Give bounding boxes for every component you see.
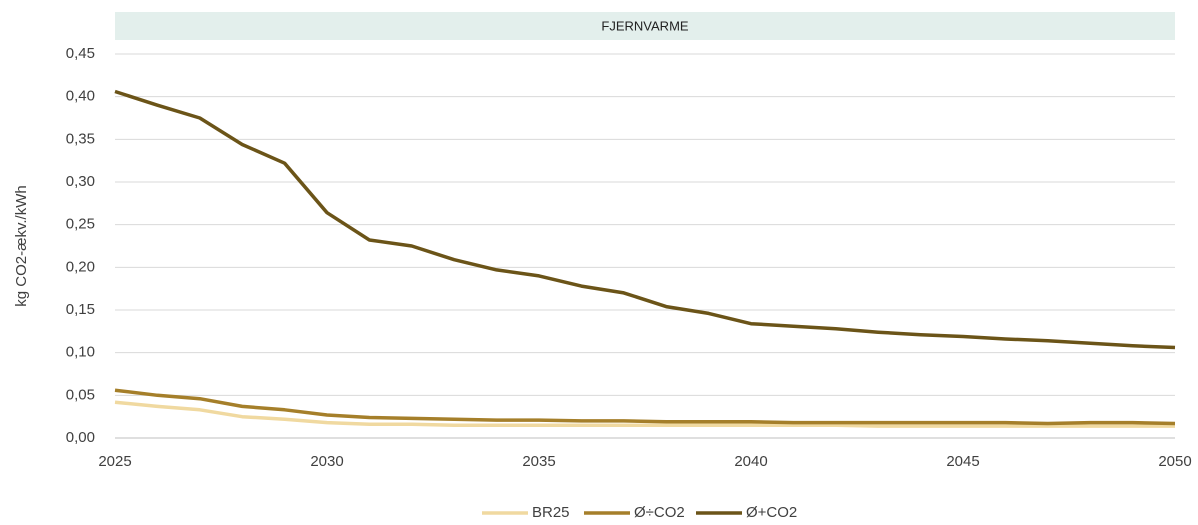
x-tick-label: 2040 [734,453,767,470]
y-tick-label: 0,25 [66,216,95,233]
y-tick-label: 0,15 [66,301,95,318]
y-axis-label: kg CO2-ækv./kWh [13,185,30,306]
x-tick-label: 2035 [522,453,555,470]
series-line [114,89,1176,350]
legend-label: Ø+CO2 [746,504,797,521]
title-band [115,12,1175,40]
y-tick-label: 0,05 [66,386,95,403]
y-tick-label: 0,20 [66,258,95,275]
x-tick-label: 2030 [310,453,343,470]
x-tick-label: 2025 [98,453,131,470]
legend-label: Ø÷CO2 [634,504,685,521]
chart-title: FJERNVARME [601,18,688,33]
series-line [114,400,1175,428]
legend-label: BR25 [532,504,570,521]
y-tick-label: 0,35 [66,130,95,147]
x-tick-label: 2045 [946,453,979,470]
y-tick-label: 0,45 [66,45,95,62]
y-tick-label: 0,40 [66,88,95,105]
y-tick-label: 0,30 [66,173,95,190]
x-tick-label: 2050 [1158,453,1191,470]
y-tick-label: 0,00 [66,429,95,446]
y-tick-label: 0,10 [66,344,95,361]
series-line [114,388,1176,426]
